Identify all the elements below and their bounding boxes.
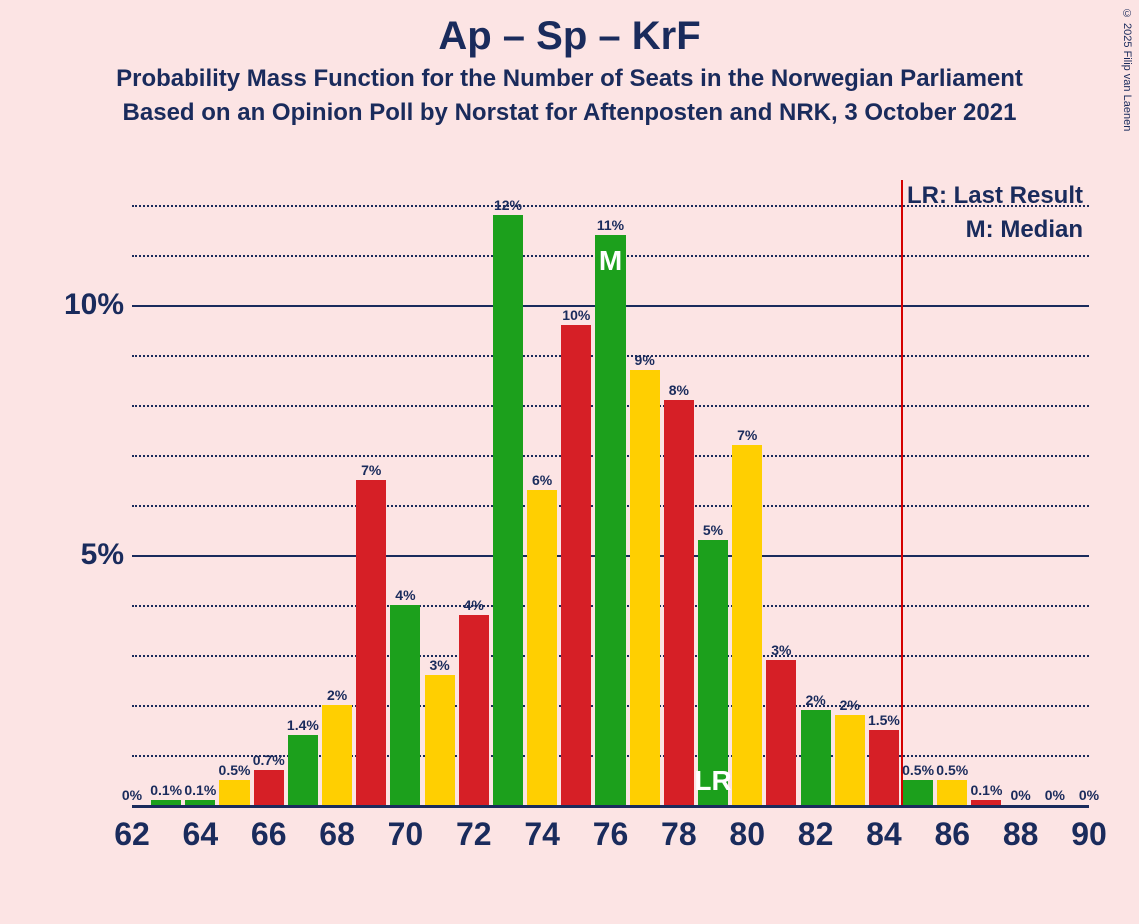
x-axis-tick-label: 66: [251, 816, 287, 853]
bar: 4%: [459, 615, 489, 805]
x-axis-tick-label: 84: [866, 816, 902, 853]
bar: 7%: [356, 480, 386, 805]
chart-title-main: Ap – Sp – KrF: [0, 14, 1139, 59]
bar: 2%: [835, 715, 865, 805]
bar-value-label: 2%: [327, 687, 347, 705]
last-result-line: [901, 180, 903, 805]
bar-value-label: 4%: [464, 597, 484, 615]
x-axis-tick-label: 78: [661, 816, 697, 853]
bar: 10%: [561, 325, 591, 805]
y-axis-tick-label: 5%: [62, 538, 124, 572]
bar-value-label: 0.5%: [936, 762, 968, 780]
bar-value-label: 8%: [669, 382, 689, 400]
median-marker: M: [599, 245, 622, 277]
x-axis-tick-label: 90: [1071, 816, 1107, 853]
plot-area: LR: Last Result M: Median 5%10%0%0.1%0.1…: [132, 180, 1089, 805]
bar-value-label: 0.1%: [150, 782, 182, 800]
last-result-marker: LR: [694, 765, 731, 797]
bar: 0.5%: [903, 780, 933, 805]
copyright-text: © 2025 Filip van Laenen: [1121, 8, 1133, 131]
bar-value-label: 5%: [703, 522, 723, 540]
bar: 3%: [766, 660, 796, 805]
bar-value-label: 2%: [840, 697, 860, 715]
bar-value-label: 3%: [429, 657, 449, 675]
bar-value-label: 0.1%: [970, 782, 1002, 800]
x-axis-tick-label: 74: [524, 816, 560, 853]
bar-value-label: 0%: [1079, 787, 1099, 805]
bar-value-label: 10%: [562, 307, 590, 325]
bar-value-label: 0.5%: [902, 762, 934, 780]
bar: 0.7%: [254, 770, 284, 805]
x-axis-tick-label: 64: [183, 816, 219, 853]
bar: 11%M: [595, 235, 625, 805]
bar-value-label: 4%: [395, 587, 415, 605]
bar-value-label: 11%: [597, 217, 624, 235]
legend-m: M: Median: [907, 216, 1083, 244]
bar-value-label: 12%: [494, 197, 522, 215]
bar: 0.5%: [937, 780, 967, 805]
x-axis-tick-label: 88: [1003, 816, 1039, 853]
bar-value-label: 7%: [737, 427, 757, 445]
bar-value-label: 1.4%: [287, 717, 319, 735]
chart-subtitle-1: Probability Mass Function for the Number…: [0, 65, 1139, 93]
x-axis-tick-label: 80: [729, 816, 765, 853]
chart-titles: Ap – Sp – KrF Probability Mass Function …: [0, 0, 1139, 127]
x-axis-tick-label: 76: [593, 816, 629, 853]
bar-value-label: 6%: [532, 472, 552, 490]
y-axis-tick-label: 10%: [62, 288, 124, 322]
bar: 1.5%: [869, 730, 899, 805]
bar-value-label: 0%: [1011, 787, 1031, 805]
bar: 2%: [801, 710, 831, 805]
x-axis-tick-label: 68: [319, 816, 355, 853]
bar-value-label: 0.5%: [219, 762, 251, 780]
bar: 1.4%: [288, 735, 318, 805]
bar-value-label: 0%: [1045, 787, 1065, 805]
x-axis-tick-label: 62: [114, 816, 150, 853]
gridline-minor: [132, 205, 1089, 207]
bar: 7%: [732, 445, 762, 805]
bar: 8%: [664, 400, 694, 805]
bar-value-label: 2%: [805, 692, 825, 710]
bar: 2%: [322, 705, 352, 805]
bar-value-label: 1.5%: [868, 712, 900, 730]
bar: 6%: [527, 490, 557, 805]
bar: 12%: [493, 215, 523, 805]
bar: 5%LR: [698, 540, 728, 805]
chart-subtitle-2: Based on an Opinion Poll by Norstat for …: [0, 99, 1139, 127]
bar-value-label: 3%: [771, 642, 791, 660]
bar-value-label: 0%: [122, 787, 142, 805]
bar: 4%: [390, 605, 420, 805]
chart-plot: LR: Last Result M: Median 5%10%0%0.1%0.1…: [70, 180, 1105, 920]
x-axis-tick-label: 70: [388, 816, 424, 853]
bar-value-label: 0.1%: [184, 782, 216, 800]
x-axis-tick-label: 72: [456, 816, 492, 853]
x-axis: [132, 805, 1089, 808]
bar: 0.5%: [219, 780, 249, 805]
x-axis-tick-label: 86: [934, 816, 970, 853]
legend-annotations: LR: Last Result M: Median: [907, 182, 1083, 250]
bar-value-label: 7%: [361, 462, 381, 480]
bar: 9%: [630, 370, 660, 805]
bar-value-label: 0.7%: [253, 752, 285, 770]
x-axis-tick-label: 82: [798, 816, 834, 853]
bar: 3%: [425, 675, 455, 805]
bar-value-label: 9%: [635, 352, 655, 370]
